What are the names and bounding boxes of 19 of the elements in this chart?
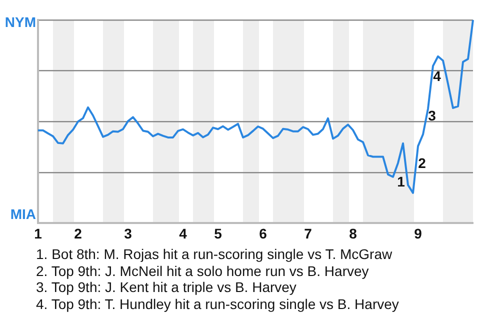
x-tick-label: 2 <box>74 225 82 242</box>
x-tick-label: 4 <box>179 225 188 242</box>
annotation: 4 <box>433 68 442 84</box>
annotation: 2 <box>418 155 426 172</box>
x-tick-label: 6 <box>259 225 268 242</box>
x-tick-label: 1 <box>34 225 42 242</box>
annotation: 1 <box>397 173 406 190</box>
text: NYM <box>4 14 36 30</box>
x-tick-label: 8 <box>349 225 358 242</box>
text: 3. Top 9th: J. Kent hit a triple vs B. Harvey <box>36 279 298 296</box>
x-tick-label: 9 <box>414 225 422 242</box>
x-tick-label: 3 <box>124 225 132 242</box>
text: MIA <box>10 206 36 222</box>
text: 1. Bot 8th: M. Rojas hit a run-scoring single vs T. McGraw <box>36 246 394 262</box>
x-tick-label: 7 <box>304 225 312 242</box>
text: 4. Top 9th: T. Hundley hit a run-scoring single vs B. Harvey <box>36 296 400 312</box>
x-tick-label: 5 <box>214 225 222 242</box>
annotation: 3 <box>428 107 436 124</box>
text: 2. Top 9th: J. McNeil hit a solo home run vs B. Harvey <box>36 262 370 279</box>
